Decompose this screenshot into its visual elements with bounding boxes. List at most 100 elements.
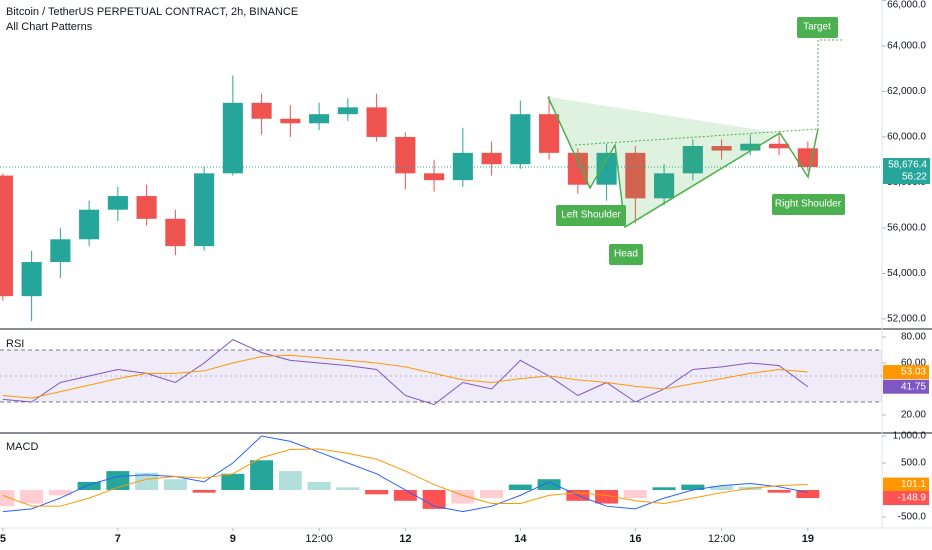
x-tick-label: 12:00 [708,533,736,545]
value-label: -148.9 [898,493,927,504]
histogram-bar [77,481,101,490]
histogram-bar [508,484,532,490]
chart-title: Bitcoin / TetherUS PERPETUAL CONTRACT, 2… [6,6,298,18]
y-tick-label: 60.00 [901,358,926,369]
value-label: 41.75 [901,381,926,392]
series-line [2,339,809,406]
candle-body [107,196,128,210]
y-tick-label: 80.00 [901,332,926,343]
y-tick-label: 20.00 [901,410,926,421]
value-label: 58,676.4 [888,160,927,171]
x-tick-label: 5 [0,533,6,545]
histogram-bar [192,489,216,493]
candle-body [625,152,646,199]
candle-body [797,148,818,168]
candle-body [165,218,186,247]
pattern: Target Left Shoulder Head Right Shoulder [547,17,845,265]
series-line [2,448,808,507]
candle-body [682,146,703,174]
x-tick-label: 14 [514,533,527,545]
histogram-bar [767,489,791,493]
target-line [807,39,842,178]
candle-body [424,173,445,181]
histogram-bar [710,485,734,490]
y-tick-label: 1,000.0 [893,431,927,442]
histogram-bar [365,489,389,495]
y-tick-label: 52,000.0 [887,314,926,325]
candle-body [366,107,387,137]
histogram-bar [278,471,302,490]
neckline [574,128,819,146]
value-label: 53.03 [901,367,926,378]
annotation: Target [803,22,831,33]
histogram-bar [393,489,417,501]
pane-title: RSI [6,338,24,350]
histogram-bar [595,489,619,504]
candle-body [740,143,761,151]
candle-body [251,102,272,119]
candle-body [50,239,71,263]
candle-body [79,209,100,240]
value-label-box [883,158,930,185]
y-tick-label: 500.0 [901,458,926,469]
candle-body [337,107,358,115]
countdown: 56:22 [902,172,927,183]
candle-body [194,173,215,247]
histogram-bar [796,489,820,499]
x-tick-label: 9 [230,533,236,545]
series-line [2,354,808,399]
x-tick-label: 19 [802,533,814,545]
candle-body [222,102,243,174]
x-tick-label: 7 [115,533,121,545]
candle-body [136,196,157,219]
y-tick-label: 54,000.0 [887,268,926,279]
candle-body [481,152,502,165]
annotation-box [609,244,643,265]
candle-body [309,114,330,124]
histogram-bar [537,479,561,490]
y-tick-label: -500.0 [898,512,927,523]
candle-body [539,114,560,153]
candle-body [567,152,588,185]
candle-body [0,175,13,297]
histogram-bar [681,484,705,490]
value-label-box [883,477,929,492]
value-label-box [883,491,929,506]
annotation: Head [614,249,638,260]
histogram-bar [0,489,15,507]
candle-body [769,143,790,149]
histogram-bar [20,489,44,504]
y-tick-label: 62,000.0 [887,86,926,97]
candle-body [654,173,675,199]
histogram-bar [422,489,446,509]
candle-body [280,118,301,124]
annotation: Right Shoulder [775,199,842,210]
value-label-box [883,365,929,380]
x-tick-label: 16 [629,533,641,545]
subtitle: All Chart Patterns [6,21,93,33]
y-tick-label: 56,000.0 [887,223,926,234]
histogram-bar [163,479,187,490]
histogram-bar [250,460,274,490]
y-tick-label: 66,000.0 [887,0,926,11]
histogram-bar [135,472,159,490]
annotation-box [797,17,838,38]
histogram-bar [623,489,647,499]
y-tick-label: 60,000.0 [887,132,926,143]
pane-title: MACD [6,441,38,453]
x-tick-label: 12 [399,533,411,545]
annotation-box [772,194,845,215]
x-tick-label: 12:00 [305,533,333,545]
pattern-fill [548,97,780,227]
annotation: Left Shoulder [561,210,621,221]
value-label: 101.1 [901,479,926,490]
annotation-box [556,205,626,226]
candle-body [395,136,416,174]
histogram-bar [48,489,72,496]
candle-body [510,114,531,165]
candle-body [21,262,42,297]
histogram-bar [307,481,331,490]
histogram-bar [221,473,245,490]
